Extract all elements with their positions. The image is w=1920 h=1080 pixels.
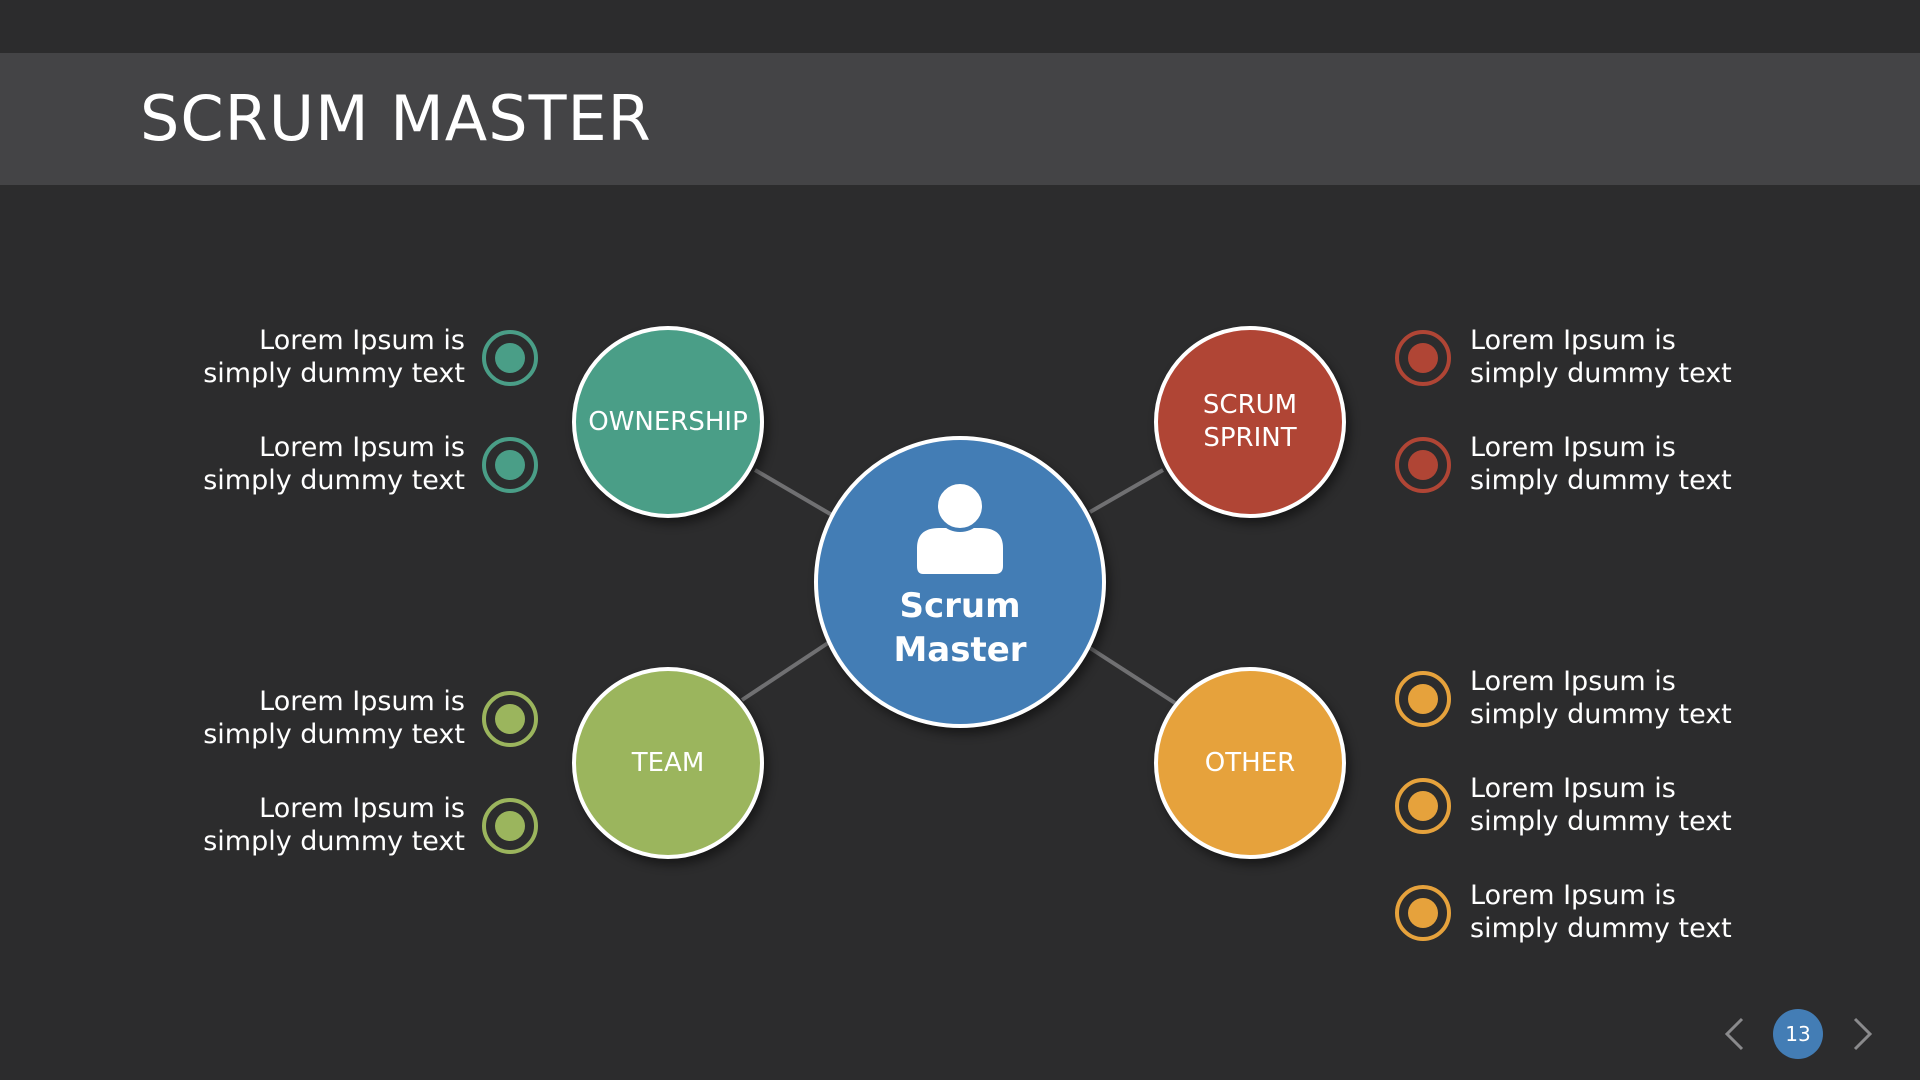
connector-team (740, 641, 830, 702)
node-other-label: OTHER (1204, 747, 1296, 778)
bullet-text-scrum-sprint-1: Lorem Ipsum is simply dummy text (1470, 324, 1732, 390)
bullet-text-line1: Lorem Ipsum is (1470, 773, 1676, 804)
bullet-marker-other-2 (1395, 778, 1451, 834)
bullet-marker-ownership-1 (482, 330, 538, 386)
bullet-text-line1: Lorem Ipsum is (259, 793, 465, 824)
bullet-text-line2: simply dummy text (203, 465, 465, 496)
bullet-text-line2: simply dummy text (203, 358, 465, 389)
node-scrum-sprint: SCRUM SPRINT (1154, 326, 1346, 518)
node-team: TEAM (572, 667, 764, 859)
center-node-scrum-master: Scrum Master (814, 436, 1106, 728)
node-scrum-sprint-label-line2: SPRINT (1203, 423, 1297, 453)
bullet-text-team-1: Lorem Ipsum is simply dummy text (203, 685, 465, 751)
node-scrum-sprint-label-line1: SCRUM (1202, 390, 1298, 420)
bullet-text-line1: Lorem Ipsum is (1470, 666, 1676, 697)
bullet-text-line1: Lorem Ipsum is (1470, 432, 1676, 463)
slide-title: SCRUM MASTER (140, 82, 652, 155)
bullet-text-line1: Lorem Ipsum is (1470, 880, 1676, 911)
node-ownership-label: OWNERSHIP (588, 406, 748, 437)
bullet-text-line2: simply dummy text (203, 826, 465, 857)
bullet-text-line2: simply dummy text (1470, 358, 1732, 389)
bullet-marker-other-1 (1395, 671, 1451, 727)
center-label-line1: Scrum (899, 586, 1021, 626)
prev-slide-button[interactable] (1714, 1012, 1754, 1056)
title-bar (0, 53, 1920, 185)
node-other: OTHER (1154, 667, 1346, 859)
user-icon (917, 482, 1003, 574)
node-team-label: TEAM (631, 747, 705, 778)
bullet-marker-other-3 (1395, 885, 1451, 941)
bullet-text-line1: Lorem Ipsum is (259, 325, 465, 356)
connector-scrum-sprint (1089, 468, 1164, 514)
bullet-text-line2: simply dummy text (203, 719, 465, 750)
bullet-text-line2: simply dummy text (1470, 913, 1732, 944)
bullet-text-scrum-sprint-2: Lorem Ipsum is simply dummy text (1470, 431, 1732, 497)
page-number-badge: 13 (1773, 1009, 1823, 1059)
bullet-text-other-3: Lorem Ipsum is simply dummy text (1470, 879, 1732, 945)
bullet-text-other-1: Lorem Ipsum is simply dummy text (1470, 665, 1732, 731)
node-ownership: OWNERSHIP (572, 326, 764, 518)
bullet-marker-team-2 (482, 798, 538, 854)
bullet-text-line2: simply dummy text (1470, 699, 1732, 730)
bullet-text-line2: simply dummy text (1470, 465, 1732, 496)
chevron-right-icon (1853, 1017, 1873, 1051)
next-slide-button[interactable] (1843, 1012, 1883, 1056)
bullet-marker-scrum-sprint-1 (1395, 330, 1451, 386)
bullet-text-line1: Lorem Ipsum is (259, 432, 465, 463)
bullet-text-line1: Lorem Ipsum is (1470, 325, 1676, 356)
center-label-line2: Master (893, 630, 1027, 670)
bullet-text-line2: simply dummy text (1470, 806, 1732, 837)
bullet-text-other-2: Lorem Ipsum is simply dummy text (1470, 772, 1732, 838)
bullet-marker-team-1 (482, 691, 538, 747)
bullet-marker-scrum-sprint-2 (1395, 437, 1451, 493)
connector-other (1088, 646, 1177, 705)
bullet-text-line1: Lorem Ipsum is (259, 686, 465, 717)
connector-ownership (753, 468, 834, 517)
center-label: Scrum Master (893, 584, 1026, 672)
chevron-left-icon (1724, 1017, 1744, 1051)
bullet-text-ownership-2: Lorem Ipsum is simply dummy text (203, 431, 465, 497)
bullet-marker-ownership-2 (482, 437, 538, 493)
bullet-text-ownership-1: Lorem Ipsum is simply dummy text (203, 324, 465, 390)
bullet-text-team-2: Lorem Ipsum is simply dummy text (203, 792, 465, 858)
